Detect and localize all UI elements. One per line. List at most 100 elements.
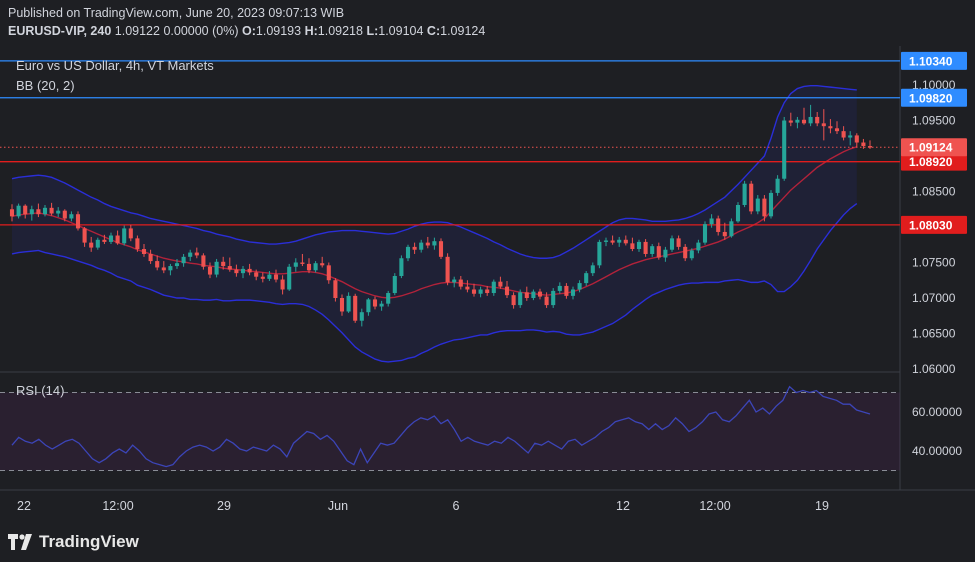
candle xyxy=(122,225,127,246)
low-label: L: xyxy=(366,24,379,38)
price-label-bg xyxy=(901,51,967,70)
candle xyxy=(260,272,265,283)
bollinger-bands xyxy=(11,85,858,363)
candle-body xyxy=(610,240,615,243)
main-background xyxy=(0,46,975,372)
candle xyxy=(128,224,133,242)
candle xyxy=(339,294,345,316)
candle xyxy=(531,289,536,301)
candle xyxy=(735,202,741,223)
candle-body xyxy=(485,289,490,294)
chart-area[interactable]: 1.060001.065001.070001.075001.080001.085… xyxy=(0,46,975,522)
time-tick-label: 19 xyxy=(815,499,829,513)
candle-body xyxy=(353,295,358,321)
candle-body xyxy=(29,209,34,215)
candle xyxy=(683,244,688,262)
candle xyxy=(42,204,48,217)
price-label-text: 1.10340 xyxy=(909,54,953,68)
candle-body xyxy=(848,135,853,138)
chart-title[interactable]: Euro vs US Dollar, 4h, VT Markets xyxy=(16,58,214,73)
candle-body xyxy=(23,205,28,215)
candle-body xyxy=(564,285,569,296)
candle xyxy=(854,133,859,148)
candle-body xyxy=(419,242,424,250)
candle-body xyxy=(267,274,272,279)
candle-body xyxy=(623,239,628,244)
candle xyxy=(815,111,820,127)
candle-body xyxy=(128,228,133,239)
candle xyxy=(392,273,397,296)
candle xyxy=(234,264,239,277)
candle xyxy=(359,308,364,327)
candle-body xyxy=(768,192,774,217)
candle-body xyxy=(432,241,437,246)
price-label-text: 1.08920 xyxy=(909,155,953,169)
candle-body xyxy=(174,263,180,267)
candle-body xyxy=(478,289,483,294)
time-tick-label: Jun xyxy=(328,499,348,513)
candle xyxy=(432,237,437,250)
candle-body xyxy=(207,266,213,275)
candle xyxy=(353,293,358,323)
candle xyxy=(775,175,780,196)
candle xyxy=(821,109,826,141)
candle-body xyxy=(141,249,147,254)
candle-body xyxy=(115,235,120,244)
price-label-bg xyxy=(901,88,967,107)
bb-legend[interactable]: BB (20, 2) xyxy=(16,78,75,93)
candle-body xyxy=(201,255,206,267)
rsi-legend[interactable]: RSI (14) xyxy=(16,383,65,398)
tradingview-logo[interactable]: TradingView xyxy=(8,532,139,552)
candle xyxy=(135,235,140,252)
candle-body xyxy=(821,123,826,127)
candle xyxy=(630,237,635,252)
candle-body xyxy=(194,252,199,256)
candle-body xyxy=(148,253,153,262)
candle xyxy=(438,238,444,259)
candle xyxy=(465,280,470,293)
candle-body xyxy=(260,276,265,279)
candle-body xyxy=(570,289,576,296)
candle xyxy=(669,235,675,252)
price-tick-label: 1.06000 xyxy=(912,362,956,376)
price-label-box: 1.08030 xyxy=(901,215,967,234)
candle-body xyxy=(801,119,807,124)
rsi-pane[interactable] xyxy=(0,385,900,471)
candle-body xyxy=(465,286,470,290)
candle xyxy=(511,292,516,309)
horizontal-levels[interactable] xyxy=(0,60,900,226)
candle-body xyxy=(168,266,173,271)
time-tick-label: 12 xyxy=(616,499,630,513)
time-axis[interactable]: 22 12:00 29 Jun 6 12 12:00 19 xyxy=(17,499,829,513)
open-label: O: xyxy=(242,24,256,38)
candle-body xyxy=(709,218,714,225)
candle-body xyxy=(537,291,543,297)
bb-basis-line xyxy=(11,146,858,299)
candle xyxy=(194,247,199,259)
candle-body xyxy=(663,249,668,258)
candle-body xyxy=(181,256,186,264)
candle xyxy=(537,288,543,300)
candle xyxy=(181,253,186,267)
candle xyxy=(412,242,417,254)
candle xyxy=(524,286,529,301)
candle xyxy=(828,119,833,134)
candle xyxy=(82,227,87,247)
candle xyxy=(141,244,147,257)
candle-body xyxy=(69,214,74,219)
candle xyxy=(254,269,259,281)
price-label-box: 1.09124 xyxy=(901,138,967,157)
symbol-label[interactable]: EURUSD-VIP, 240 xyxy=(8,24,112,38)
candle-body xyxy=(379,303,384,307)
candle xyxy=(471,283,477,297)
candle-body xyxy=(247,268,252,273)
candle-body xyxy=(795,119,800,123)
candle xyxy=(834,121,840,134)
candle-body xyxy=(333,280,338,298)
candle xyxy=(89,236,94,252)
candle xyxy=(577,280,582,293)
candle xyxy=(551,288,556,308)
candle-body xyxy=(287,266,292,290)
candle-body xyxy=(696,242,701,251)
candle xyxy=(617,236,622,247)
